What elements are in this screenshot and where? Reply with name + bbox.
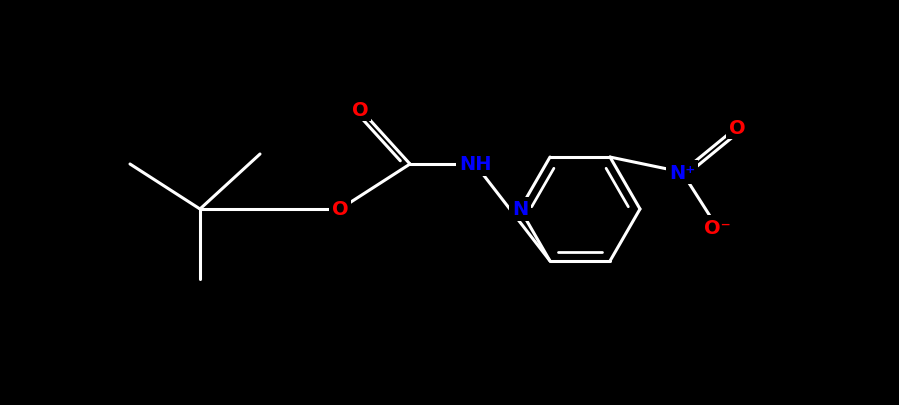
Text: O: O <box>332 200 348 219</box>
Text: O⁻: O⁻ <box>704 218 730 237</box>
Text: NH: NH <box>458 155 491 174</box>
Text: N: N <box>512 200 528 219</box>
Text: O: O <box>352 100 369 119</box>
Text: O: O <box>729 118 745 137</box>
Text: N⁺: N⁺ <box>669 163 695 182</box>
